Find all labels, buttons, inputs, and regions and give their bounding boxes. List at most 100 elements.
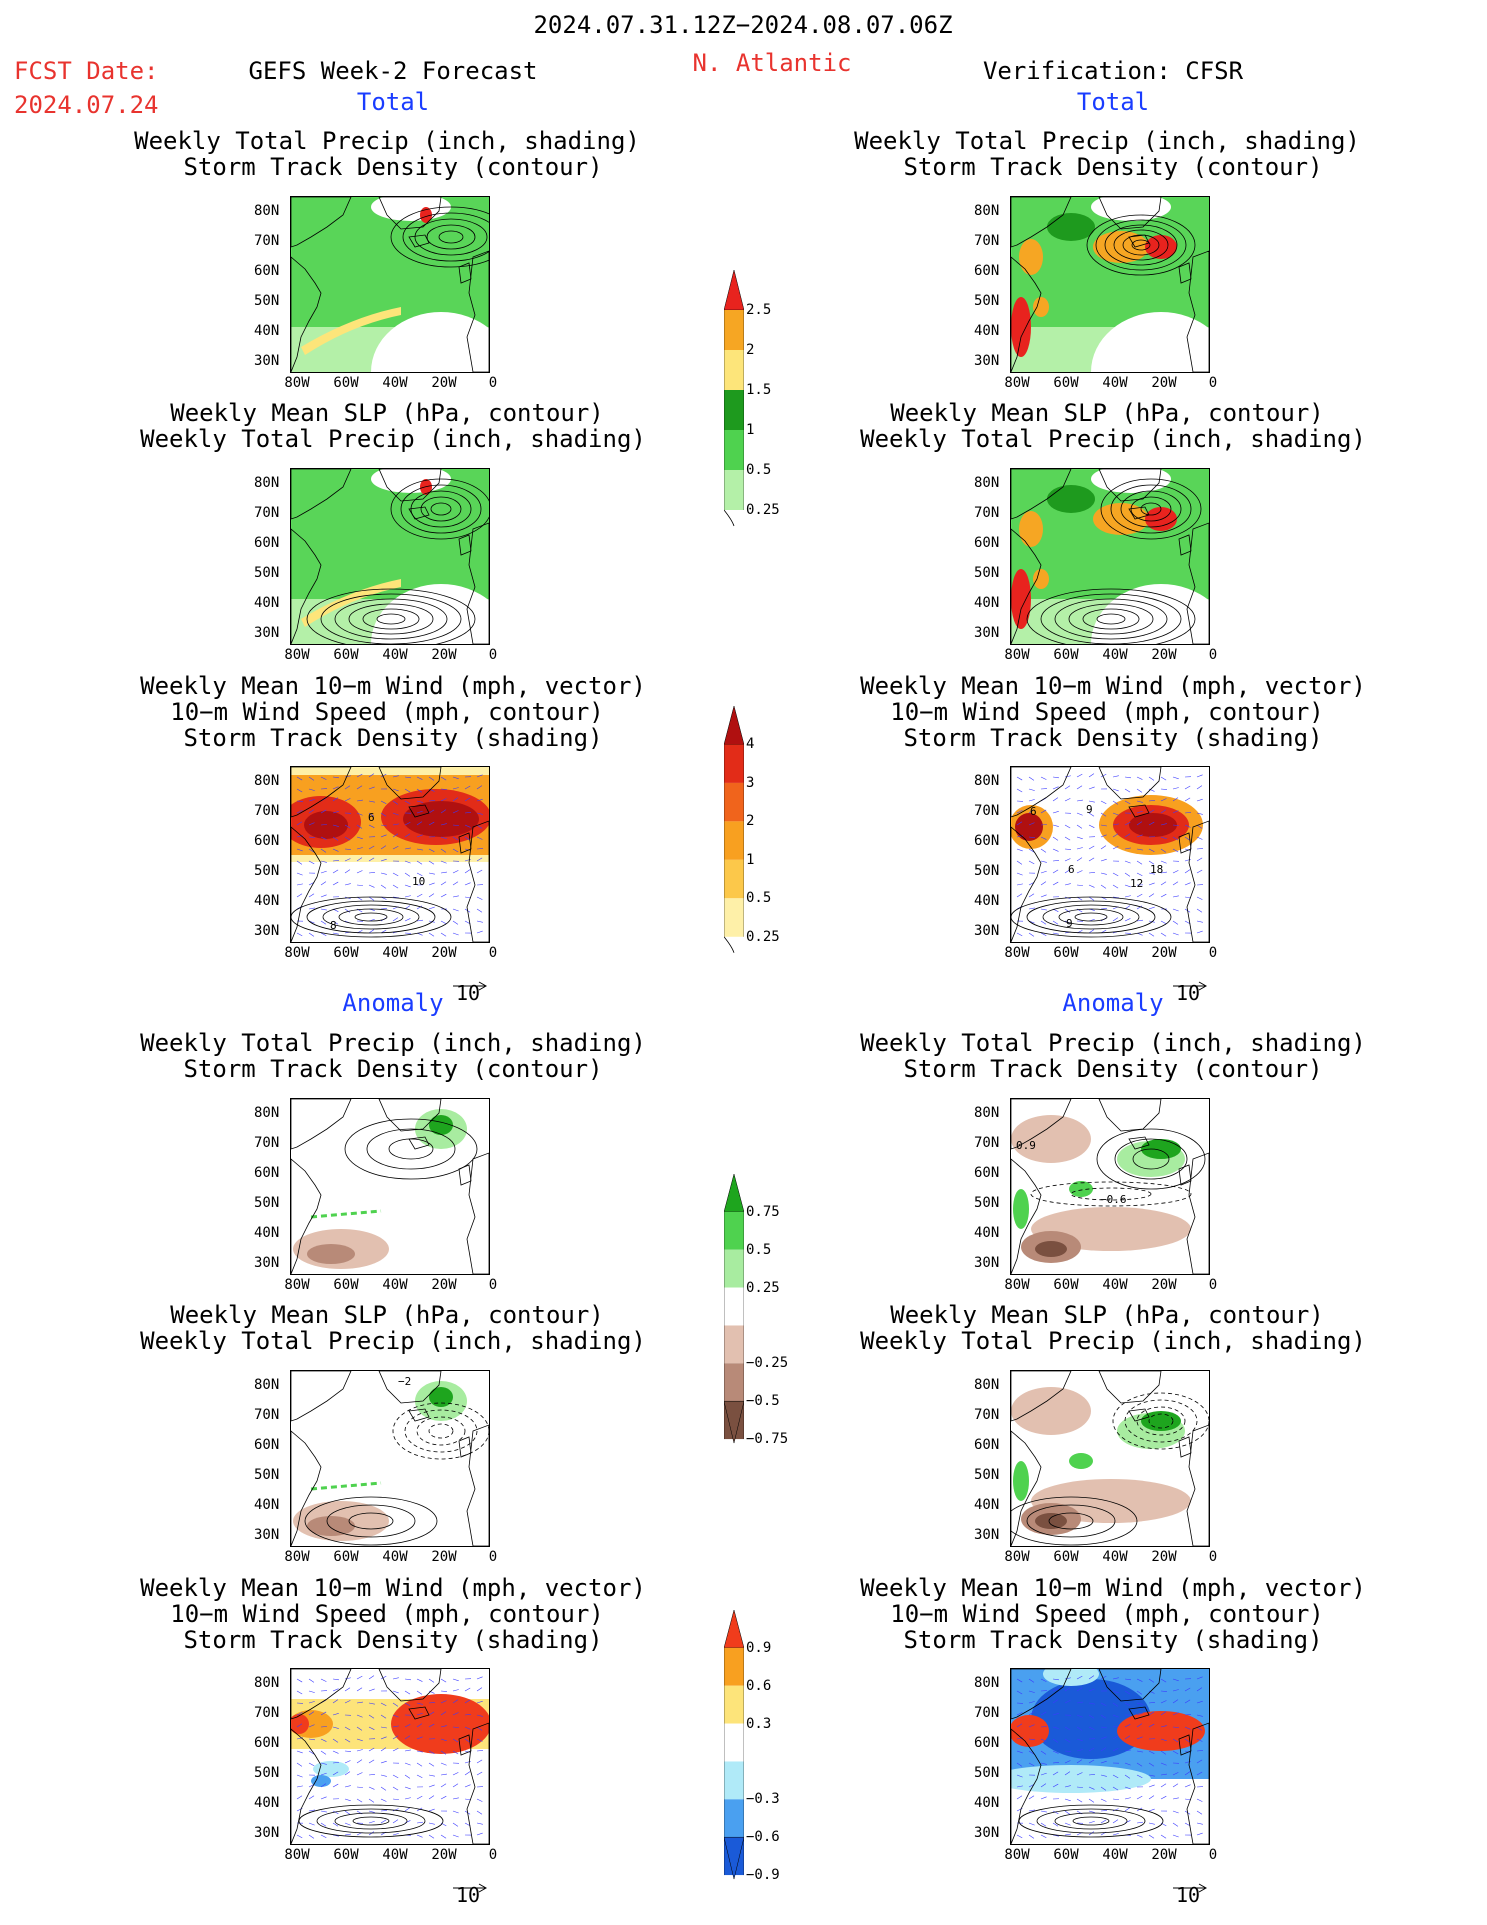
lat-tick: 40N <box>254 595 280 611</box>
vector-ref-arrow-icon <box>1173 981 1208 991</box>
lon-tick: 40W <box>1102 1549 1128 1565</box>
lon-tick: 40W <box>1102 1847 1128 1863</box>
map-plot-fc-anom-wind <box>291 1669 489 1844</box>
lon-tick: 20W <box>1151 1549 1177 1565</box>
title-fc-anom-wind-3: Storm Track Density (shading) <box>183 1626 603 1654</box>
vector-ref-label-fc-total: 10 <box>456 981 481 1005</box>
colorbar-precip-total-label: 2 <box>746 342 755 358</box>
contour-label: 18 <box>1150 863 1164 876</box>
colorbar-track-anomaly-label: −0.3 <box>746 1791 780 1808</box>
lat-tick: 60N <box>974 1735 1000 1751</box>
contour-label: −2 <box>398 1375 412 1388</box>
colorbar-track-total-label: 0.25 <box>746 928 780 945</box>
lat-tick: 80N <box>254 1675 280 1691</box>
colorbar-track-total-label: 2 <box>746 813 755 830</box>
lat-tick: 30N <box>254 1527 280 1543</box>
lon-tick: 80W <box>284 945 310 961</box>
lon-tick: 20W <box>431 375 457 391</box>
lat-tick: 60N <box>974 263 1000 279</box>
section-total-left: Total <box>356 88 430 116</box>
colorbar-precip-anomaly-label: 0.5 <box>746 1241 772 1258</box>
lat-tick: 80N <box>974 1105 1000 1121</box>
vector-ref-fc-anom <box>452 1874 488 1898</box>
contour-label: 6 <box>368 811 375 824</box>
lat-tick: 60N <box>254 535 280 551</box>
lat-tick: 80N <box>254 203 280 219</box>
contour-label: 9 <box>1066 917 1073 930</box>
lat-tick: 70N <box>254 1135 280 1151</box>
lat-tick: 70N <box>254 803 280 819</box>
contour-label: 12 <box>1130 877 1144 890</box>
lon-tick: 60W <box>333 1549 359 1565</box>
title-ver-total-wind-3: Storm Track Density (shading) <box>903 724 1323 752</box>
lon-tick: 80W <box>284 1847 310 1863</box>
lon-tick: 40W <box>1102 945 1128 961</box>
lon-tick: 60W <box>1053 375 1079 391</box>
map-ver-anom-precip <box>1010 1098 1210 1275</box>
colorbar-precip-anomaly-bar <box>723 1173 745 1444</box>
lat-tick: 30N <box>254 923 280 939</box>
title-fc-anom-wind-2: 10−m Wind Speed (mph, contour) <box>170 1600 604 1628</box>
lat-tick: 60N <box>254 263 280 279</box>
lat-tick: 40N <box>254 893 280 909</box>
title-ver-anom-precip-1: Weekly Total Precip (inch, shading) <box>860 1029 1366 1057</box>
lat-tick: 80N <box>974 203 1000 219</box>
colorbar-precip-total-label: 0.5 <box>746 462 772 478</box>
vector-ref-label-ver-total: 10 <box>1176 981 1201 1005</box>
contour-label: 8 <box>330 919 337 932</box>
title-ver-total-slp-1: Weekly Mean SLP (hPa, contour) <box>890 399 1324 427</box>
lat-tick: 30N <box>974 923 1000 939</box>
lat-tick: 40N <box>974 1497 1000 1513</box>
lat-tick: 30N <box>254 1255 280 1271</box>
title-ver-total-precip-2: Storm Track Density (contour) <box>903 153 1323 181</box>
map-ver-anom-slp <box>1010 1370 1210 1547</box>
lon-tick: 80W <box>1004 1549 1030 1565</box>
colorbar-track-total-label: 1 <box>746 851 755 868</box>
map-ver-total-wind <box>1010 766 1210 943</box>
lat-tick: 70N <box>974 1135 1000 1151</box>
title-fc-anom-slp-2: Weekly Total Precip (inch, shading) <box>140 1327 646 1355</box>
lat-tick: 70N <box>254 505 280 521</box>
map-plot-fc-anom-slp <box>291 1371 489 1546</box>
lon-tick: 80W <box>284 647 310 663</box>
colorbar-track-anomaly-label: −0.6 <box>746 1829 780 1846</box>
lon-tick: 20W <box>1151 375 1177 391</box>
lon-tick: 40W <box>1102 1277 1128 1293</box>
map-ver-total-slp <box>1010 468 1210 645</box>
map-fc-total-wind <box>290 766 490 943</box>
lat-tick: 70N <box>254 233 280 249</box>
lon-tick: 40W <box>382 375 408 391</box>
lon-tick: 60W <box>1053 647 1079 663</box>
lon-tick: 0 <box>488 1847 498 1863</box>
lat-tick: 30N <box>974 353 1000 369</box>
lon-tick: 60W <box>333 647 359 663</box>
lat-tick: 70N <box>974 505 1000 521</box>
colorbar-track-total-label: 0.5 <box>746 890 772 907</box>
lat-tick: 50N <box>254 1467 280 1483</box>
lat-tick: 80N <box>974 1377 1000 1393</box>
contour-label: 6 <box>1030 805 1037 818</box>
lat-tick: 70N <box>974 233 1000 249</box>
colorbar-track-anomaly-label: 0.9 <box>746 1639 772 1656</box>
lon-tick: 80W <box>1004 1277 1030 1293</box>
vector-ref-label-fc-anom: 10 <box>456 1883 481 1907</box>
valid-period: 2024.07.31.12Z−2024.08.07.06Z <box>533 11 953 39</box>
lat-tick: 70N <box>254 1407 280 1423</box>
colorbar-precip-total-label: 1.5 <box>746 382 772 398</box>
lon-tick: 40W <box>382 647 408 663</box>
lon-tick: 80W <box>284 1549 310 1565</box>
lon-tick: 40W <box>1102 375 1128 391</box>
vector-ref-label-ver-anom: 10 <box>1176 1883 1201 1907</box>
lat-tick: 50N <box>254 1765 280 1781</box>
lon-tick: 80W <box>1004 1847 1030 1863</box>
title-fc-anom-slp-1: Weekly Mean SLP (hPa, contour) <box>170 1301 604 1329</box>
lat-tick: 80N <box>974 773 1000 789</box>
vector-ref-ver-anom <box>1172 1874 1208 1898</box>
lat-tick: 50N <box>254 1195 280 1211</box>
title-fc-anom-precip-2: Storm Track Density (contour) <box>183 1055 603 1083</box>
lat-tick: 30N <box>254 625 280 641</box>
lat-tick: 40N <box>974 323 1000 339</box>
lat-tick: 50N <box>254 565 280 581</box>
title-fc-total-precip-2: Storm Track Density (contour) <box>183 153 603 181</box>
title-ver-total-slp-2: Weekly Total Precip (inch, shading) <box>860 425 1366 453</box>
